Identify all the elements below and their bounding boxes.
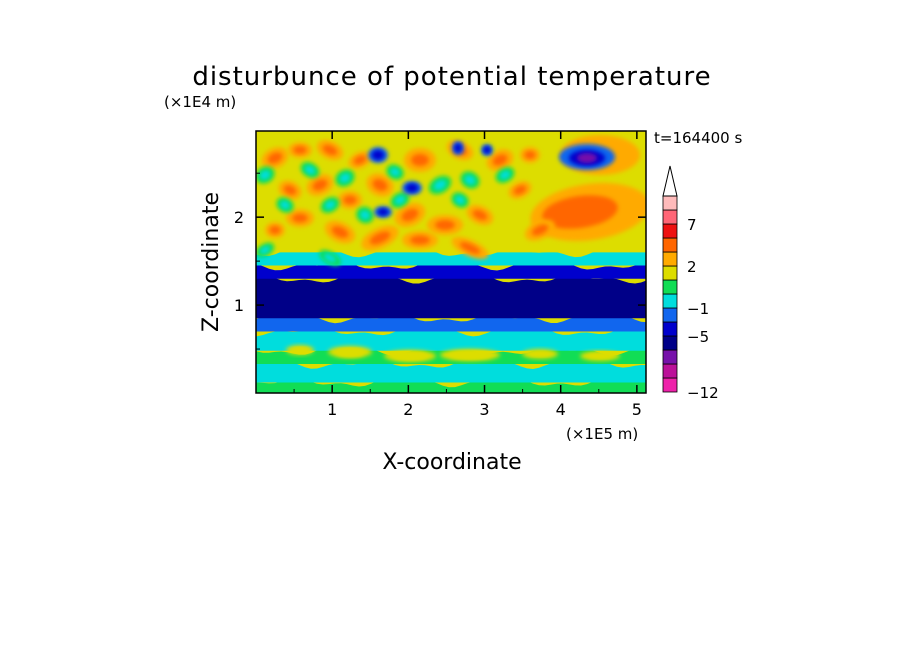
colorbar-swatch — [662, 363, 678, 379]
field-feature — [390, 167, 400, 177]
field-feature — [343, 195, 357, 205]
field-band — [256, 359, 646, 383]
x-tick-label: 1 — [327, 400, 337, 419]
colorbar-tick-label: −1 — [687, 300, 709, 318]
field-feature — [292, 213, 308, 223]
field-feature — [531, 224, 549, 236]
colorbar-swatch — [662, 251, 678, 267]
field-band — [256, 326, 646, 351]
y-axis-ticks: 12 — [234, 172, 646, 350]
field-feature — [291, 347, 309, 353]
field-feature — [360, 210, 370, 220]
colorbar — [662, 165, 678, 393]
field-feature — [435, 220, 455, 230]
field-feature — [331, 226, 349, 238]
y-tick-label: 2 — [234, 208, 244, 227]
field-feature — [324, 253, 336, 263]
y-unit-label: (×1E4 m) — [164, 93, 236, 111]
field-feature — [464, 175, 476, 185]
colorbar-swatch — [662, 223, 678, 239]
field-feature — [322, 144, 338, 156]
field-feature — [353, 155, 367, 165]
colorbar-swatch — [662, 293, 678, 309]
chart-title: disturbunce of potential temperature — [192, 62, 711, 92]
x-tick-label: 3 — [479, 400, 489, 419]
field-feature — [588, 353, 612, 359]
y-axis-label: Z-coordinate — [199, 192, 224, 332]
field-features — [256, 135, 646, 362]
colorbar-swatch — [662, 349, 678, 365]
field-feature — [406, 183, 418, 193]
field-feature — [259, 170, 271, 180]
field-feature — [280, 200, 290, 210]
colorbar-tick-label: 2 — [687, 258, 697, 276]
field-band — [256, 273, 646, 319]
field-feature — [392, 352, 428, 360]
colorbar-swatch — [662, 209, 678, 225]
field-feature — [483, 146, 491, 154]
colorbar-tick-label: −12 — [687, 384, 719, 402]
field-feature — [394, 195, 406, 205]
field-feature — [455, 195, 465, 205]
field-feature — [336, 349, 364, 357]
field-feature — [259, 246, 271, 254]
colorbar-swatch — [662, 307, 678, 323]
colorbar-swatch — [662, 377, 678, 393]
x-unit-label: (×1E5 m) — [566, 425, 638, 443]
colorbar-labels: 7 2 −1 −5 −12 — [687, 216, 719, 402]
time-label: t=164400 s — [654, 129, 742, 147]
field-feature — [324, 200, 336, 210]
field-feature — [304, 165, 316, 175]
colorbar-extend-arrow — [662, 165, 678, 197]
field-feature — [372, 179, 388, 191]
colorbar-swatch — [662, 321, 678, 337]
field-feature — [448, 351, 492, 359]
colorbar-tick-label: 7 — [687, 216, 697, 234]
field-feature — [577, 153, 597, 163]
field-feature — [524, 151, 536, 159]
field-feature — [492, 154, 508, 166]
field-band — [256, 377, 646, 393]
colorbar-swatch — [662, 335, 678, 351]
field-feature — [513, 185, 527, 195]
field-feature — [411, 154, 429, 166]
field-feature — [369, 231, 391, 245]
colorbar-swatch — [662, 279, 678, 295]
field-feature — [267, 152, 283, 164]
field-band — [256, 313, 646, 332]
x-tick-label: 2 — [403, 400, 413, 419]
colorbar-swatch — [662, 237, 678, 253]
field-feature — [529, 351, 551, 357]
field-feature — [542, 195, 618, 229]
field-feature — [472, 209, 488, 221]
field-feature — [339, 173, 351, 183]
field-feature — [377, 208, 389, 216]
field-feature — [433, 179, 447, 191]
contour-field — [256, 131, 646, 393]
field-feature — [312, 179, 328, 191]
field-feature — [401, 208, 419, 222]
plot-frame — [255, 130, 647, 394]
field-feature — [459, 242, 481, 254]
x-axis-ticks: 1 2 3 4 5 — [293, 131, 642, 419]
y-tick-label: 1 — [234, 296, 244, 315]
colorbar-swatch — [662, 195, 678, 211]
field-feature — [293, 146, 307, 154]
x-axis-label: X-coordinate — [382, 450, 521, 475]
x-tick-label: 4 — [556, 400, 566, 419]
field-feature — [283, 185, 297, 195]
field-feature — [454, 143, 462, 153]
field-feature — [410, 235, 430, 245]
field-feature — [499, 170, 511, 180]
colorbar-tick-label: −5 — [687, 328, 709, 346]
x-tick-label: 5 — [632, 400, 642, 419]
colorbar-swatch — [662, 265, 678, 281]
field-feature — [372, 150, 384, 160]
field-feature — [269, 226, 281, 234]
